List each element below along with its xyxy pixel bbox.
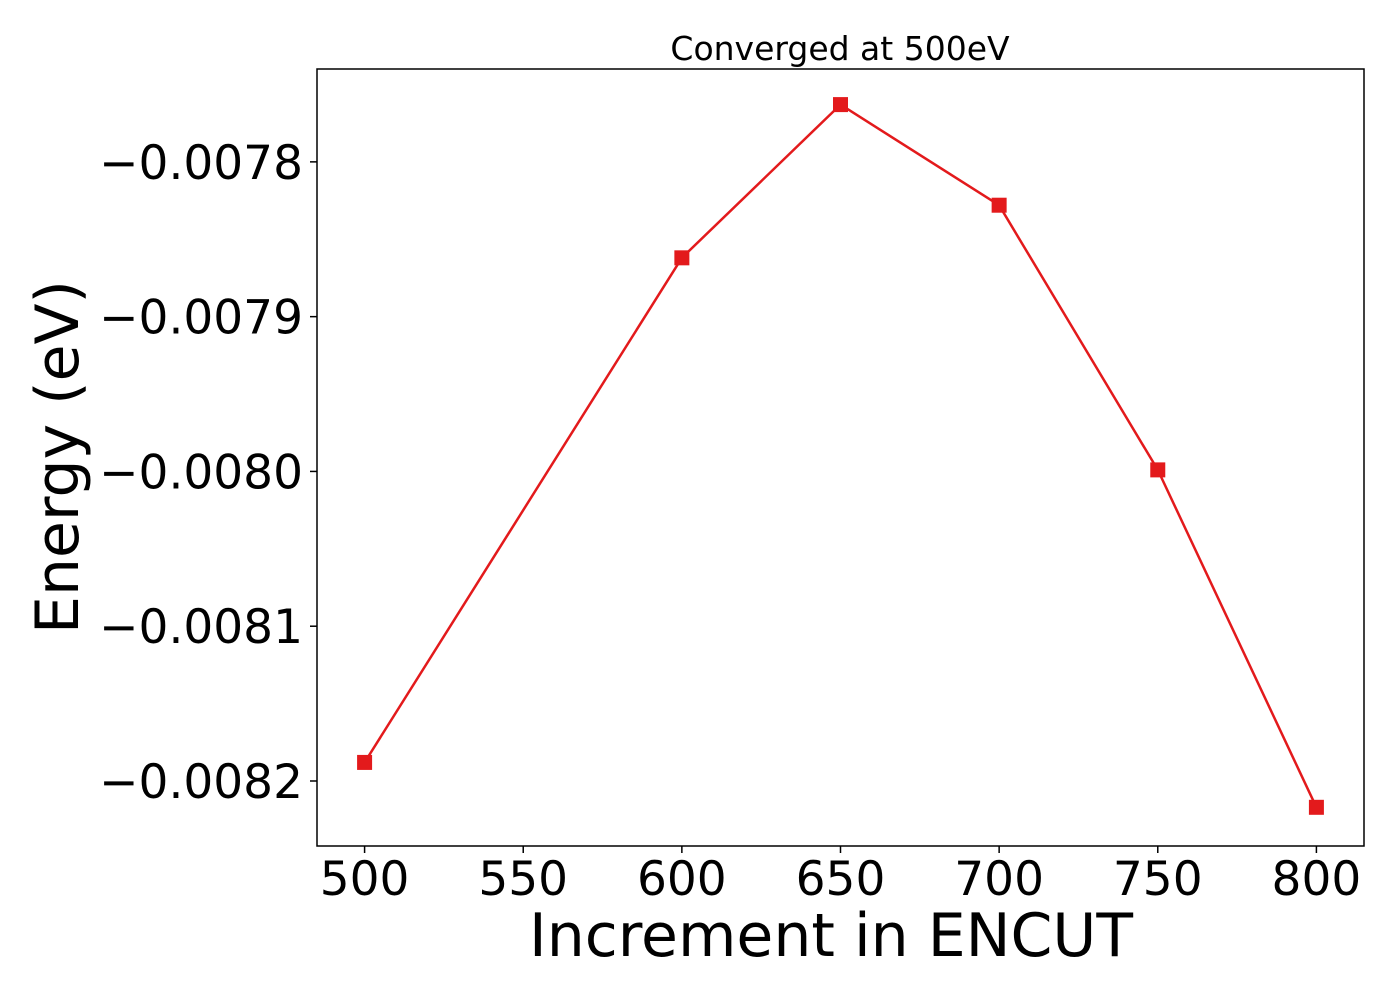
- x-tick-label: 650: [796, 852, 886, 907]
- y-axis-label: Energy (eV): [23, 280, 93, 634]
- x-axis: 500 550 600 650 700 750 800: [320, 846, 1362, 907]
- y-tick-label: −0.0082: [99, 755, 303, 810]
- data-point-marker: [833, 97, 848, 113]
- plot-area: [357, 97, 1324, 815]
- x-tick-label: 800: [1272, 852, 1362, 907]
- data-point-marker: [674, 250, 690, 266]
- y-tick-label: −0.0079: [99, 291, 303, 346]
- data-point-marker: [357, 754, 373, 770]
- y-tick-label: −0.0081: [99, 600, 303, 655]
- series-line: [363, 103, 1318, 808]
- x-tick-label: 500: [320, 852, 410, 907]
- y-tick-label: −0.0080: [99, 445, 303, 500]
- data-point-marker: [1308, 799, 1324, 815]
- x-tick-label: 700: [954, 852, 1044, 907]
- x-tick-label: 550: [478, 852, 568, 907]
- data-point-marker: [1150, 462, 1166, 478]
- y-tick-label: −0.0078: [99, 136, 303, 191]
- x-tick-label: 600: [637, 852, 727, 907]
- x-tick-label: 750: [1113, 852, 1203, 907]
- data-point-marker: [991, 197, 1007, 213]
- y-axis: −0.0078 −0.0079 −0.0080 −0.0081 −0.0082: [99, 136, 317, 810]
- x-axis-label: Increment in ENCUT: [529, 901, 1133, 971]
- chart-title: Converged at 500eV: [670, 29, 1010, 68]
- axes-frame: [316, 68, 1365, 847]
